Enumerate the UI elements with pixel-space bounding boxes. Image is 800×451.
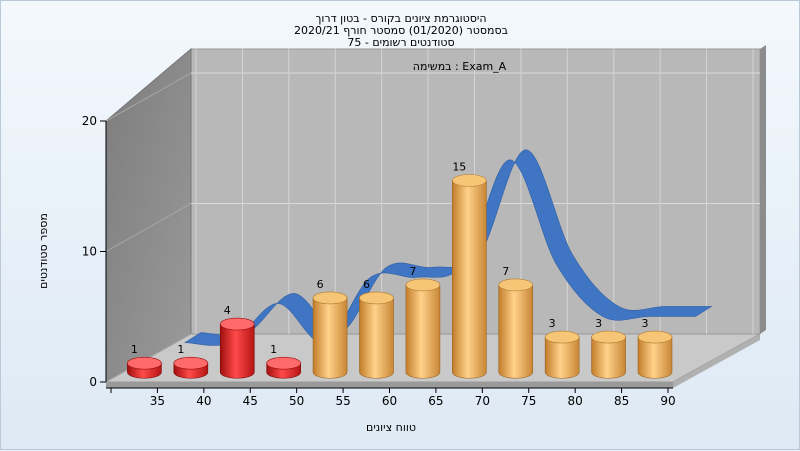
bar-50: 1 <box>266 343 301 379</box>
data-label: 1 <box>177 343 184 356</box>
bar-90: 3 <box>637 317 673 379</box>
bar-top <box>544 330 580 344</box>
bar-40: 1 <box>173 343 209 379</box>
data-label: 3 <box>595 317 602 330</box>
bar-top <box>405 278 441 292</box>
bar-body <box>544 336 580 379</box>
data-label: 1 <box>270 343 277 356</box>
bar-top <box>452 174 487 187</box>
bar-top <box>498 278 534 292</box>
bar-top <box>591 330 626 344</box>
bar-top <box>173 356 209 370</box>
bar-body <box>591 336 626 379</box>
x-tick-label: 90 <box>660 394 675 408</box>
x-tick-label: 70 <box>475 394 490 408</box>
chart-title-line-1: היסטוגרמת ציונים בקורס - בטון דרוך <box>315 12 487 25</box>
chart-floor-edge <box>106 382 673 388</box>
bar-top <box>359 291 394 305</box>
data-label: 7 <box>502 265 509 278</box>
x-tick-label: 80 <box>568 394 583 408</box>
bar-80: 3 <box>544 317 580 379</box>
bar-body <box>405 284 441 379</box>
bar-55: 6 <box>312 278 348 379</box>
bar-top <box>637 330 673 344</box>
bar-body <box>498 284 534 379</box>
x-tick-label: 85 <box>614 394 629 408</box>
chart-right-edge <box>760 45 766 334</box>
bar-body <box>312 297 348 379</box>
data-label: 7 <box>409 265 416 278</box>
data-label: 15 <box>452 160 466 173</box>
bar-60: 6 <box>359 278 394 379</box>
x-tick-label: 55 <box>335 394 350 408</box>
data-label: 1 <box>131 343 138 356</box>
bar-top <box>127 356 162 370</box>
bar-35: 1 <box>127 343 162 379</box>
x-tick-label: 65 <box>428 394 443 408</box>
bar-85: 3 <box>591 317 626 379</box>
bar-body <box>359 297 394 379</box>
data-label: 3 <box>549 317 556 330</box>
bar-top <box>219 317 255 331</box>
chart-floor-edge-side <box>673 334 760 388</box>
bar-body <box>452 180 487 379</box>
gridline-side <box>105 203 192 252</box>
chart-title-line-3: סטודנטים רשומים - 75 <box>347 36 455 49</box>
chart-subtitle: במשימה : Exam_A <box>413 60 507 73</box>
chart-title-line-2: בסמסטר (01/2020) סמסטר חורף 2020/21 <box>294 24 508 37</box>
chart-left-wall <box>105 47 192 383</box>
bar-45: 4 <box>219 304 255 379</box>
y-tick-label: 0 <box>89 375 97 389</box>
data-label: 6 <box>317 278 324 291</box>
y-axis-title: מספר סטודנטים <box>37 213 50 289</box>
data-label: 6 <box>363 278 370 291</box>
bar-65: 7 <box>405 265 441 379</box>
data-label: 3 <box>641 317 648 330</box>
data-label: 4 <box>224 304 231 317</box>
bar-top <box>266 356 301 370</box>
x-tick-label: 45 <box>243 394 258 408</box>
x-tick-label: 75 <box>521 394 536 408</box>
x-tick-label: 35 <box>150 394 165 408</box>
x-tick-label: 60 <box>382 394 397 408</box>
y-tick-label: 10 <box>82 245 97 259</box>
bar-70: 15 <box>452 160 487 379</box>
y-tick-label: 20 <box>82 114 97 128</box>
bar-75: 7 <box>498 265 534 379</box>
bar-body <box>637 336 673 379</box>
x-tick-label: 40 <box>196 394 211 408</box>
bar-body <box>219 323 255 379</box>
bar-top <box>312 291 348 305</box>
x-axis-title: טווח ציונים <box>366 421 416 434</box>
gridline-side <box>105 72 192 122</box>
x-tick-label: 50 <box>289 394 304 408</box>
distribution-curve <box>183 149 713 346</box>
